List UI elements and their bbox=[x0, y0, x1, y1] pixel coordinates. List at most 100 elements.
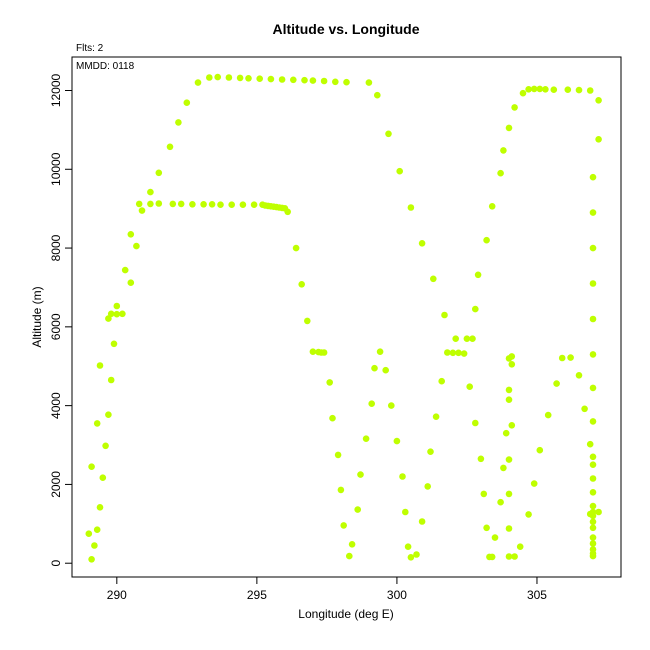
y-tick-label: 12000 bbox=[49, 73, 63, 107]
data-point bbox=[567, 354, 574, 361]
data-point bbox=[525, 511, 532, 518]
data-point bbox=[119, 310, 126, 318]
data-point bbox=[99, 474, 107, 482]
data-point bbox=[427, 448, 434, 456]
data-point bbox=[589, 315, 597, 323]
data-point bbox=[575, 86, 583, 94]
data-point bbox=[135, 200, 143, 208]
data-point bbox=[530, 85, 538, 93]
data-point bbox=[595, 508, 602, 516]
data-point bbox=[558, 354, 566, 362]
data-point bbox=[189, 201, 196, 208]
data-point bbox=[309, 348, 317, 356]
data-point bbox=[589, 524, 597, 532]
data-point bbox=[337, 486, 345, 494]
data-point bbox=[388, 402, 395, 409]
data-point bbox=[413, 551, 420, 558]
data-point bbox=[407, 554, 415, 561]
data-point bbox=[491, 534, 499, 541]
x-tick-label: 295 bbox=[247, 588, 267, 602]
data-point bbox=[455, 349, 462, 357]
data-point bbox=[155, 200, 163, 207]
data-point bbox=[147, 200, 154, 208]
y-tick-label: 4000 bbox=[49, 392, 63, 419]
data-point bbox=[127, 231, 135, 238]
date-annotation: MMDD: 0118 bbox=[76, 61, 135, 72]
data-point bbox=[105, 411, 112, 419]
data-point bbox=[469, 335, 476, 343]
data-point bbox=[138, 207, 146, 214]
data-point bbox=[96, 362, 104, 369]
chart-title: Altitude vs. Longitude bbox=[273, 21, 420, 37]
data-point bbox=[589, 453, 597, 461]
data-point bbox=[93, 420, 101, 427]
data-point bbox=[430, 275, 437, 283]
y-tick-label: 2000 bbox=[49, 471, 63, 498]
data-point bbox=[113, 310, 121, 318]
data-point bbox=[250, 201, 258, 208]
data-point bbox=[589, 534, 597, 541]
data-point bbox=[239, 201, 247, 208]
data-point bbox=[463, 335, 471, 343]
data-point bbox=[589, 244, 597, 252]
data-point bbox=[177, 200, 185, 208]
data-point bbox=[452, 335, 460, 343]
data-point bbox=[589, 280, 597, 287]
data-point bbox=[530, 480, 538, 487]
data-point bbox=[326, 379, 334, 386]
data-point bbox=[519, 89, 527, 97]
data-point bbox=[368, 400, 376, 408]
data-point bbox=[371, 364, 378, 372]
data-point bbox=[488, 553, 496, 561]
data-point bbox=[589, 461, 597, 469]
data-point bbox=[88, 556, 95, 563]
data-point bbox=[536, 446, 544, 454]
data-point bbox=[595, 136, 602, 143]
data-point bbox=[236, 74, 244, 82]
data-point bbox=[505, 396, 513, 404]
data-point bbox=[589, 540, 597, 547]
data-point bbox=[449, 349, 457, 357]
data-point bbox=[374, 91, 381, 99]
data-point bbox=[102, 442, 109, 450]
data-point bbox=[575, 372, 583, 379]
data-point bbox=[357, 471, 364, 478]
data-point bbox=[169, 200, 177, 208]
data-point bbox=[284, 208, 292, 216]
data-point bbox=[589, 418, 597, 425]
data-point bbox=[382, 366, 390, 374]
data-point bbox=[404, 543, 412, 550]
data-point bbox=[407, 204, 415, 211]
data-point bbox=[245, 75, 252, 82]
data-point bbox=[505, 525, 513, 532]
y-tick-label: 8000 bbox=[49, 234, 63, 261]
data-point bbox=[516, 543, 524, 550]
y-tick-label: 6000 bbox=[49, 313, 63, 340]
data-point bbox=[228, 201, 235, 208]
data-point bbox=[502, 429, 510, 437]
data-point bbox=[256, 75, 264, 82]
data-point bbox=[301, 76, 308, 84]
data-point bbox=[332, 78, 339, 86]
data-point bbox=[550, 86, 558, 93]
data-point bbox=[472, 419, 479, 427]
data-point bbox=[147, 188, 154, 196]
data-point bbox=[480, 490, 488, 498]
data-point bbox=[508, 361, 516, 368]
data-point bbox=[320, 77, 328, 85]
data-point bbox=[208, 201, 216, 208]
y-axis: 0 2000 4000 6000 8000 10000 12000 bbox=[49, 73, 73, 567]
data-point bbox=[589, 173, 597, 181]
data-point bbox=[107, 310, 115, 318]
data-point bbox=[586, 87, 594, 94]
data-point bbox=[508, 353, 516, 360]
data-point bbox=[217, 201, 224, 208]
data-point bbox=[483, 236, 490, 244]
data-point bbox=[127, 279, 135, 287]
data-point bbox=[505, 456, 513, 463]
data-point bbox=[346, 552, 353, 560]
data-point bbox=[166, 143, 174, 151]
data-point bbox=[348, 541, 356, 548]
data-point bbox=[399, 473, 406, 480]
data-point bbox=[343, 78, 350, 86]
